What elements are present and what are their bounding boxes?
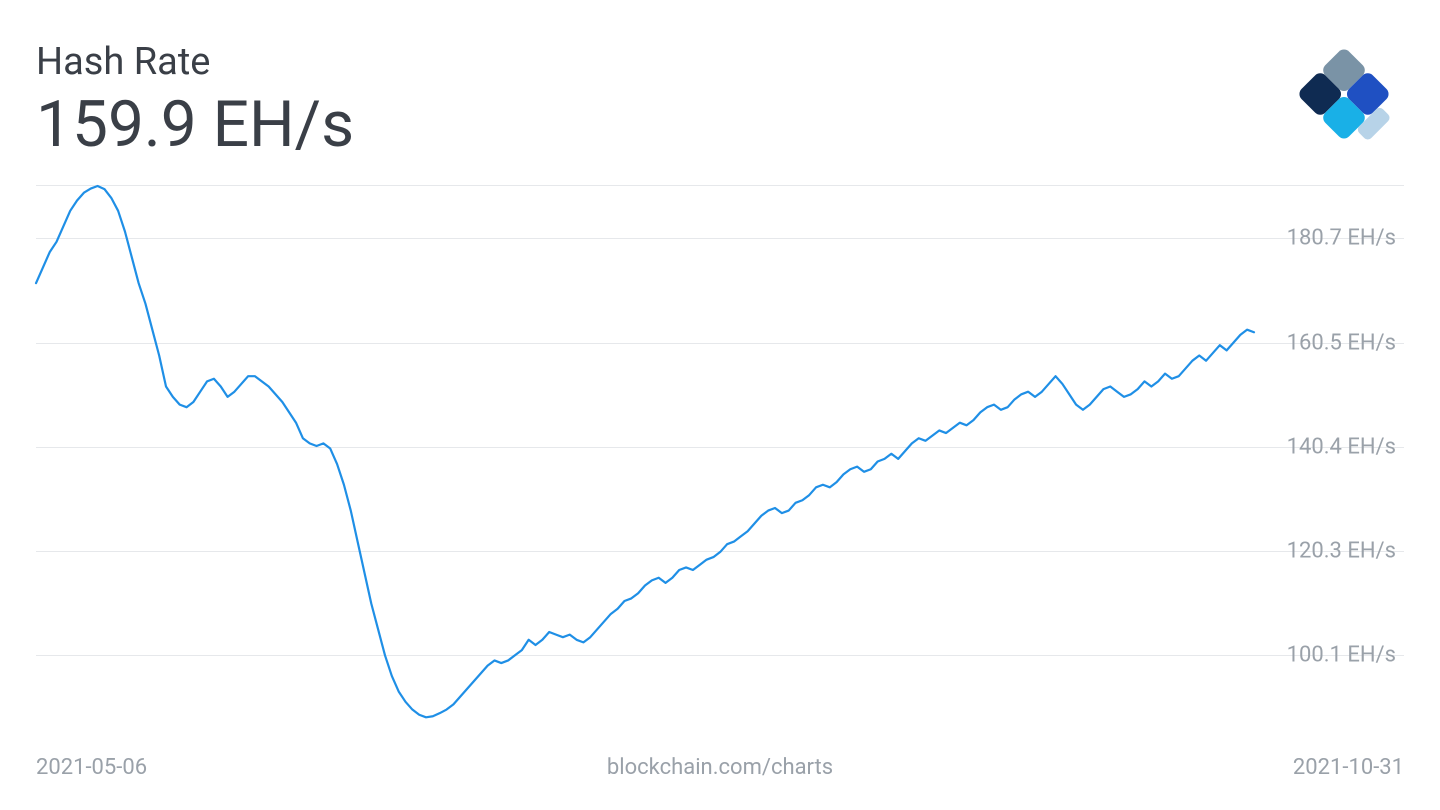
hash-rate-line bbox=[36, 186, 1254, 717]
y-axis-label: 140.4 EH/s bbox=[1287, 434, 1396, 459]
y-axis-label: 120.3 EH/s bbox=[1287, 538, 1396, 563]
y-axis-label: 180.7 EH/s bbox=[1287, 226, 1396, 251]
chart-title: Hash Rate bbox=[36, 40, 354, 86]
y-axis-labels: 180.7 EH/s 160.5 EH/s 140.4 EH/s 120.3 EH/s… bbox=[1259, 186, 1404, 733]
header: Hash Rate 159.9 EH/s bbox=[36, 40, 1404, 161]
footer: 2021-05-06 blockchain.com/charts 2021-10… bbox=[36, 755, 1404, 780]
chart-region: 180.7 EH/s 160.5 EH/s 140.4 EH/s 120.3 EH/s… bbox=[36, 185, 1404, 733]
line-chart-svg bbox=[36, 186, 1254, 733]
header-text: Hash Rate 159.9 EH/s bbox=[36, 40, 354, 161]
chart-current-value: 159.9 EH/s bbox=[36, 88, 354, 162]
y-axis-label: 160.5 EH/s bbox=[1287, 330, 1396, 355]
y-axis-label: 100.1 EH/s bbox=[1287, 642, 1396, 667]
blockchain-logo-icon bbox=[1284, 34, 1404, 154]
x-axis-start-date: 2021-05-06 bbox=[36, 755, 147, 780]
chart-card: Hash Rate 159.9 EH/s 180.7 EH/s 160.5 EH/… bbox=[0, 0, 1440, 810]
x-axis-end-date: 2021-10-31 bbox=[1293, 755, 1404, 780]
source-label: blockchain.com/charts bbox=[607, 755, 833, 780]
chart-body bbox=[36, 186, 1254, 733]
